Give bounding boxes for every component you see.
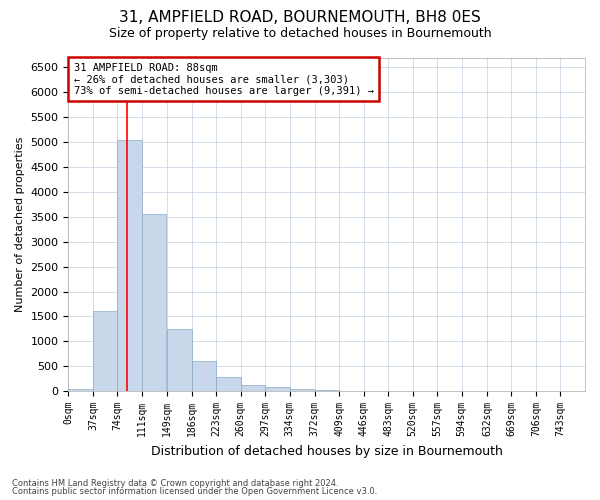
Bar [216,378,241,391]
X-axis label: Distribution of detached houses by size in Bournemouth: Distribution of detached houses by size … [151,444,503,458]
Bar [93,310,118,391]
Bar [142,214,166,391]
Bar [290,388,314,391]
Text: Contains public sector information licensed under the Open Government Licence v3: Contains public sector information licen… [12,487,377,496]
Bar [167,329,191,391]
Bar [191,362,216,391]
Bar [68,388,93,391]
Bar [241,385,265,391]
Text: Contains HM Land Registry data © Crown copyright and database right 2024.: Contains HM Land Registry data © Crown c… [12,478,338,488]
Text: 31 AMPFIELD ROAD: 88sqm
← 26% of detached houses are smaller (3,303)
73% of semi: 31 AMPFIELD ROAD: 88sqm ← 26% of detache… [74,62,374,96]
Bar [118,140,142,391]
Text: Size of property relative to detached houses in Bournemouth: Size of property relative to detached ho… [109,28,491,40]
Text: 31, AMPFIELD ROAD, BOURNEMOUTH, BH8 0ES: 31, AMPFIELD ROAD, BOURNEMOUTH, BH8 0ES [119,10,481,25]
Y-axis label: Number of detached properties: Number of detached properties [15,136,25,312]
Bar [315,390,339,391]
Bar [265,388,290,391]
